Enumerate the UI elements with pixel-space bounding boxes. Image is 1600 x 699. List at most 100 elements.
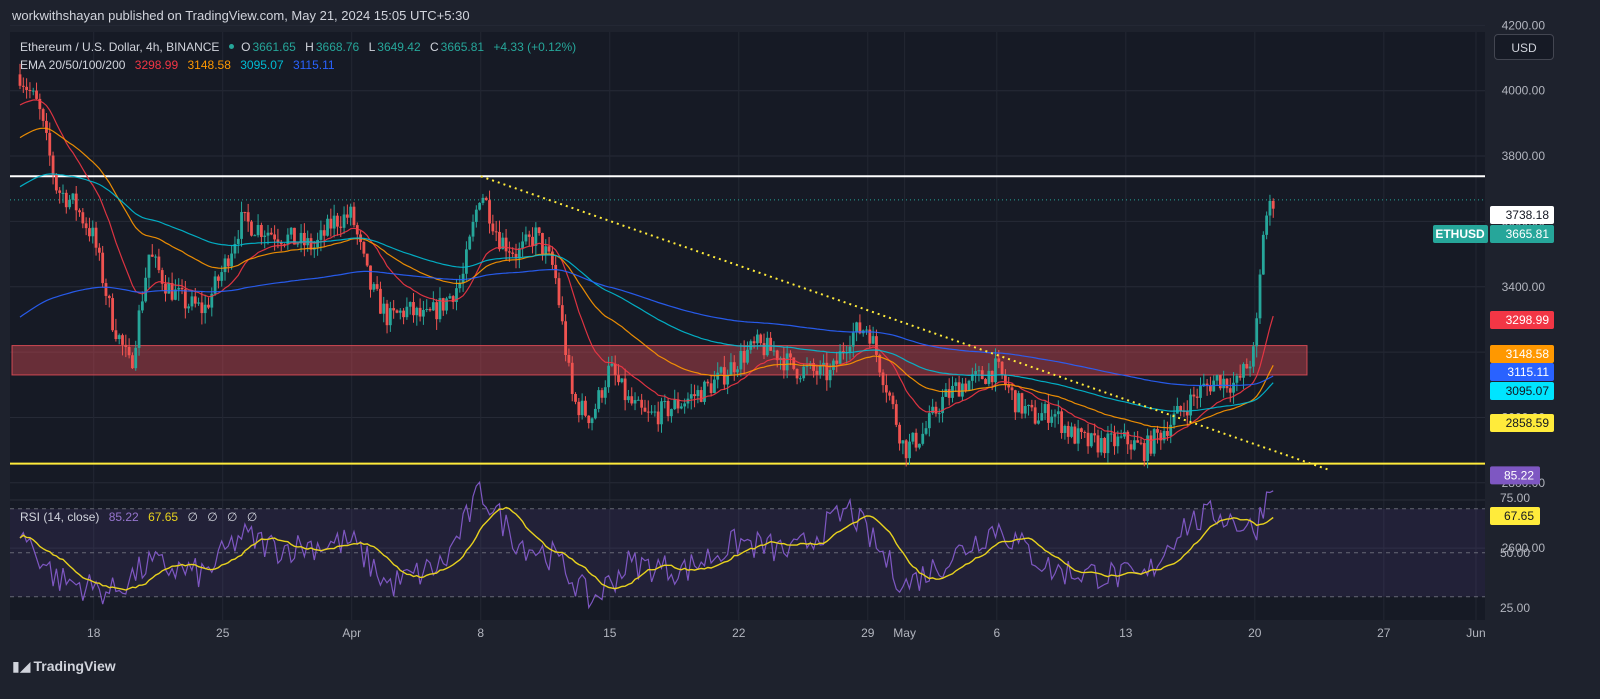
candle-body bbox=[550, 251, 554, 265]
candle-body bbox=[696, 390, 700, 397]
candle-body bbox=[134, 347, 138, 369]
date-tick-label: Jun bbox=[1466, 626, 1485, 640]
date-tick-label: 27 bbox=[1377, 626, 1391, 640]
symbol-label[interactable]: Ethereum / U.S. Dollar, 4h, BINANCE bbox=[20, 40, 220, 54]
candle-body bbox=[1040, 413, 1044, 421]
symbol-tag-label: ETHUSD bbox=[1435, 227, 1485, 241]
candle-body bbox=[736, 369, 739, 373]
ohlc-open: 3661.65 bbox=[252, 40, 296, 54]
candle-body bbox=[167, 283, 171, 294]
candle-body bbox=[1185, 411, 1189, 416]
candle-body bbox=[693, 394, 696, 397]
candle-body bbox=[746, 349, 749, 363]
rsi-line bbox=[19, 480, 1274, 610]
candle-body bbox=[445, 298, 448, 311]
candle-body bbox=[1017, 393, 1021, 413]
candle-body bbox=[726, 375, 730, 385]
candle-body bbox=[240, 212, 243, 239]
candle-body bbox=[521, 241, 525, 249]
candle-body bbox=[1242, 364, 1245, 378]
candle-body bbox=[663, 400, 667, 402]
candle-body bbox=[478, 202, 482, 210]
ohlc-low: 3649.42 bbox=[377, 40, 421, 54]
candle-body bbox=[1113, 433, 1116, 447]
candle-body bbox=[1222, 378, 1226, 389]
candle-body bbox=[875, 336, 878, 355]
candle-body bbox=[481, 197, 485, 203]
candle-body bbox=[1033, 407, 1037, 424]
candle-body bbox=[597, 390, 601, 409]
candle-body bbox=[190, 296, 194, 307]
top-bar: workwithshayan published on TradingView.… bbox=[0, 0, 1600, 32]
candle-body bbox=[825, 362, 829, 381]
candle-body bbox=[805, 365, 809, 367]
candle-body bbox=[276, 239, 280, 243]
date-tick-label: 6 bbox=[993, 626, 1000, 640]
ema50-value: 3148.58 bbox=[187, 58, 231, 72]
publisher-text: workwithshayan published on TradingView.… bbox=[12, 8, 470, 23]
ema100-value: 3095.07 bbox=[240, 58, 284, 72]
tradingview-logo[interactable]: ▮◢ TradingView bbox=[12, 658, 116, 675]
candle-body bbox=[385, 303, 389, 326]
candle-body bbox=[418, 307, 422, 317]
candle-body bbox=[465, 249, 468, 274]
candle-body bbox=[934, 406, 938, 414]
candle-body bbox=[236, 238, 240, 244]
rsi-legend[interactable]: RSI (14, close) 85.22 67.65 ∅ ∅ ∅ ∅ bbox=[20, 510, 259, 524]
candle-body bbox=[279, 242, 283, 245]
candle-body bbox=[117, 335, 121, 340]
candle-body bbox=[1156, 429, 1159, 433]
candle-body bbox=[918, 443, 921, 448]
candle-body bbox=[1166, 431, 1169, 436]
candle-body bbox=[345, 214, 349, 218]
candle-body bbox=[646, 411, 650, 413]
candle-body bbox=[1271, 200, 1275, 209]
candle-body bbox=[894, 404, 898, 425]
candle-body bbox=[1232, 382, 1235, 393]
candle-body bbox=[1003, 375, 1007, 385]
currency-button[interactable]: USD bbox=[1494, 34, 1554, 60]
ohlc-high: 3668.76 bbox=[315, 40, 360, 54]
candle-body bbox=[1225, 378, 1229, 389]
candle-body bbox=[531, 236, 534, 246]
candle-body bbox=[1099, 438, 1103, 453]
candle-body bbox=[534, 227, 538, 246]
price-tag-bg bbox=[1490, 206, 1554, 224]
candle-body bbox=[28, 89, 32, 91]
candle-body bbox=[326, 218, 329, 236]
candle-body bbox=[438, 298, 442, 320]
candle-body bbox=[157, 256, 161, 271]
candle-body bbox=[316, 239, 320, 248]
candle-body bbox=[435, 302, 439, 320]
date-tick-label: 15 bbox=[603, 626, 617, 640]
candle-body bbox=[1116, 436, 1120, 447]
candle-body bbox=[709, 383, 713, 394]
candle-body bbox=[461, 273, 465, 284]
candle-body bbox=[630, 396, 634, 404]
candle-body bbox=[121, 335, 124, 345]
candle-body bbox=[289, 227, 293, 235]
candle-body bbox=[1023, 406, 1027, 414]
candle-body bbox=[1146, 435, 1149, 462]
candle-body bbox=[891, 395, 895, 405]
candle-body bbox=[299, 232, 303, 244]
candle-body bbox=[471, 221, 475, 237]
candle-body bbox=[54, 174, 58, 191]
candle-body bbox=[812, 363, 816, 371]
candle-body bbox=[775, 350, 779, 361]
candle-body bbox=[223, 258, 227, 273]
candle-body bbox=[302, 232, 306, 246]
candle-body bbox=[1251, 346, 1255, 367]
ema-legend[interactable]: EMA 20/50/100/200 3298.99 3148.58 3095.0… bbox=[20, 58, 337, 72]
rsi-tag-label: 67.65 bbox=[1504, 509, 1534, 523]
candle-body bbox=[1020, 393, 1024, 414]
candle-body bbox=[1010, 387, 1014, 391]
candle-body bbox=[851, 332, 855, 347]
tradingview-brand: TradingView bbox=[33, 658, 116, 674]
candle-body bbox=[706, 381, 710, 384]
candle-body bbox=[352, 206, 356, 226]
candle-body bbox=[1027, 404, 1030, 407]
rsi-na-3: ∅ bbox=[227, 510, 238, 524]
candle-body bbox=[1123, 431, 1126, 437]
